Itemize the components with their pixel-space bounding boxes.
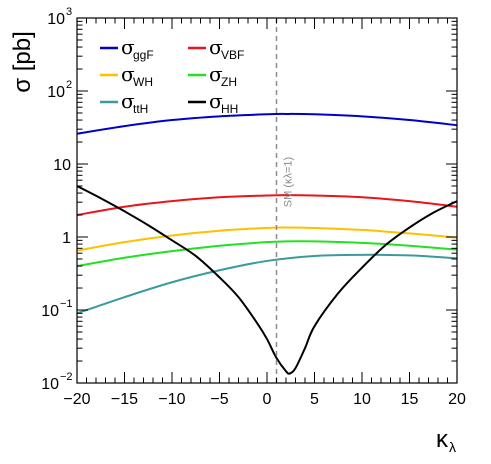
y-tick-exponent: 2	[66, 79, 72, 91]
x-tick-label: −20	[63, 391, 90, 408]
legend-label-wh: WH	[133, 75, 153, 89]
series-line-zh	[77, 240, 457, 268]
series-line-hh	[77, 185, 457, 375]
x-tick-label: −5	[210, 391, 228, 408]
x-tick-label: −15	[111, 391, 138, 408]
x-tick-label: −10	[158, 391, 185, 408]
legend-label-tth: ttH	[133, 102, 148, 116]
legend-label-zh: ZH	[221, 75, 237, 89]
y-tick-label: 10	[47, 84, 65, 101]
y-tick-exponent: 3	[66, 6, 72, 18]
y-tick-label: 10	[47, 11, 65, 28]
series-line-wh	[77, 226, 457, 252]
y-tick-label: 1	[62, 230, 71, 247]
x-axis-title-subscript: λ	[449, 439, 456, 455]
series-line-ggf	[77, 112, 457, 135]
legend-symbol-vbf: σ	[209, 35, 223, 59]
legend-label-vbf: VBF	[221, 48, 244, 62]
y-tick-label: 10	[41, 376, 59, 393]
series-line-tth	[77, 253, 457, 315]
legend-symbol-tth: σ	[121, 89, 135, 113]
legend-symbol-zh: σ	[209, 62, 223, 86]
y-tick-exponent: −2	[60, 371, 73, 383]
series-line-vbf	[77, 194, 457, 217]
legend-label-hh: HH	[221, 102, 238, 116]
x-axis-title-symbol: κ	[436, 426, 449, 453]
sm-reference-label: SM (κλ=1)	[283, 157, 295, 207]
x-tick-label: 15	[401, 391, 419, 408]
x-tick-label: 20	[448, 391, 466, 408]
x-tick-label: 10	[353, 391, 371, 408]
x-tick-label: 0	[263, 391, 272, 408]
legend-symbol-hh: σ	[209, 89, 223, 113]
legend-symbol-wh: σ	[121, 62, 135, 86]
y-tick-label: 10	[53, 157, 71, 174]
legend-label-ggf: ggF	[133, 48, 154, 62]
y-axis-title: σ [pb]	[9, 31, 36, 93]
y-tick-exponent: −1	[60, 298, 73, 310]
legend-symbol-ggf: σ	[121, 35, 135, 59]
x-tick-label: 5	[310, 391, 319, 408]
y-tick-label: 10	[41, 303, 59, 320]
